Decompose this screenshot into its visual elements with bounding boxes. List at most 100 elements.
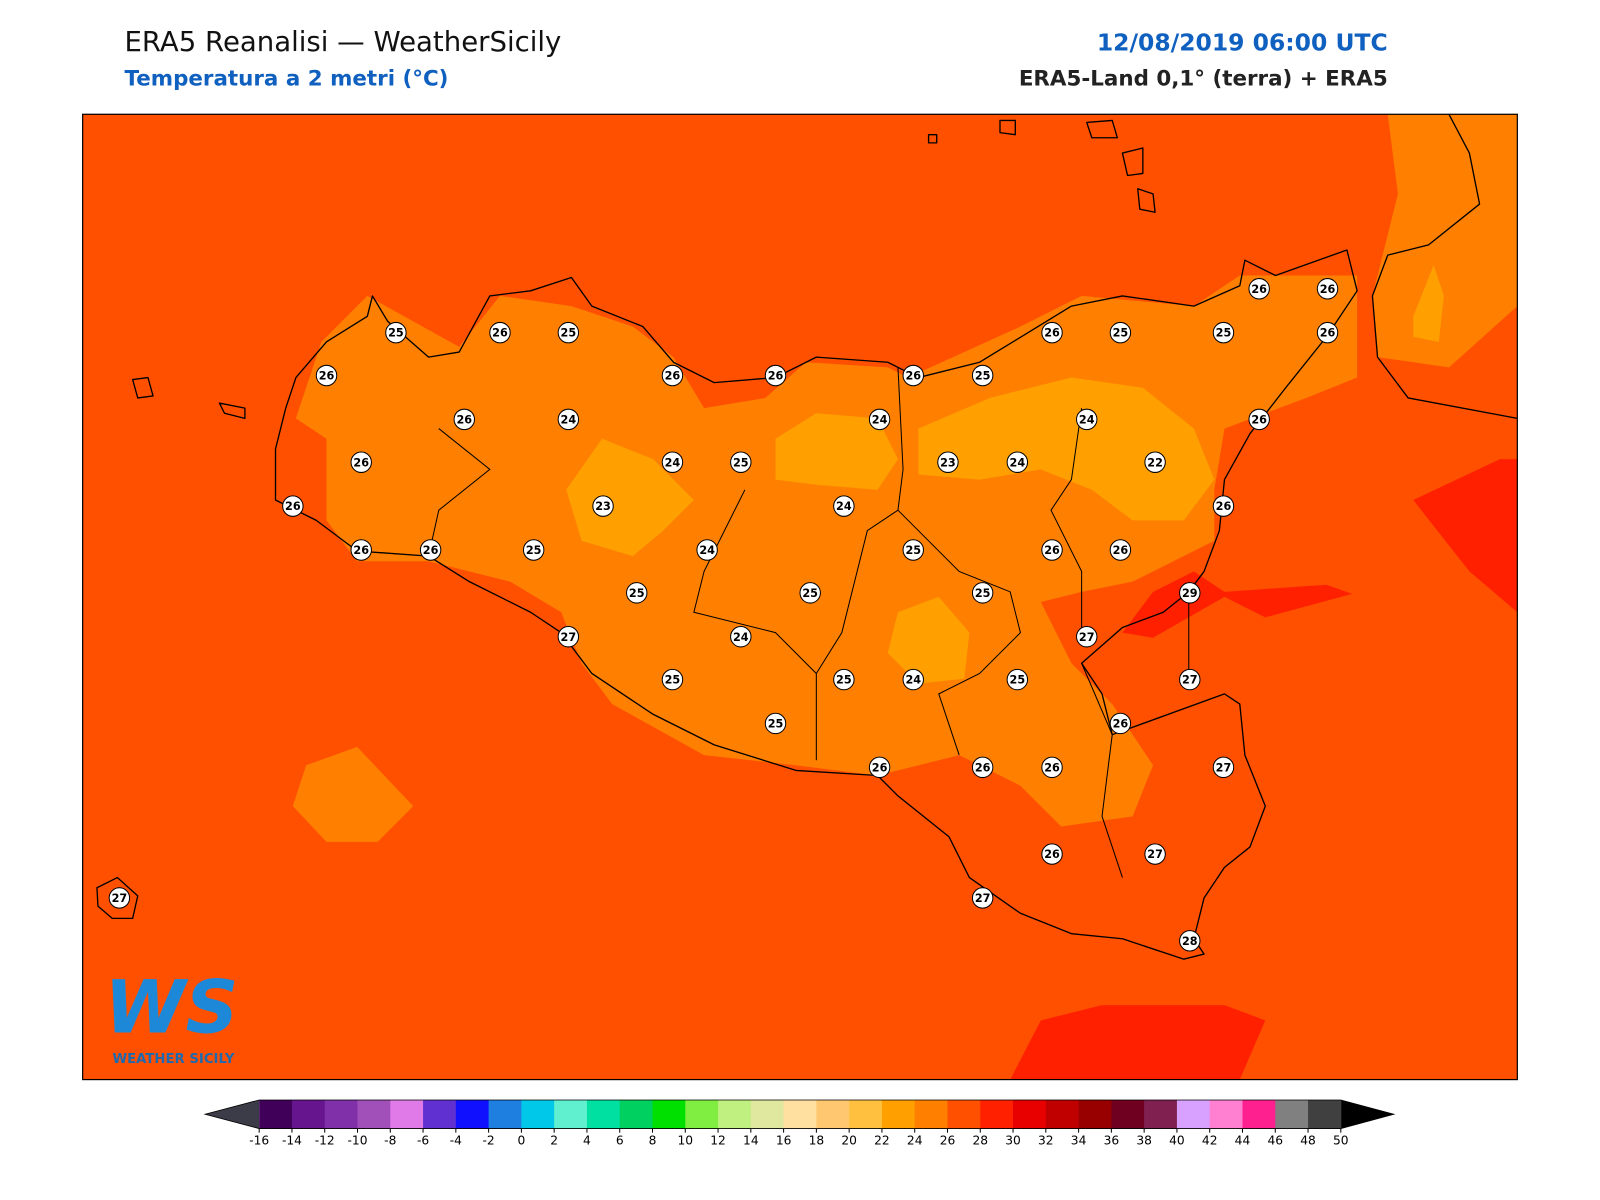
colorbar-tick-label: 2 xyxy=(550,1133,558,1147)
colorbar-segment xyxy=(554,1099,588,1129)
station-value: 26 xyxy=(319,370,335,383)
station-marker xyxy=(1006,668,1029,691)
colorbar-segment xyxy=(521,1099,555,1129)
station-marker xyxy=(1248,278,1270,300)
colorbar-over xyxy=(1340,1099,1394,1129)
station-marker xyxy=(937,451,959,473)
station-marker xyxy=(350,539,372,561)
station-marker xyxy=(730,626,752,648)
station-value: 26 xyxy=(872,761,888,774)
station-marker xyxy=(661,451,684,473)
station-value: 25 xyxy=(733,456,749,469)
station-value: 27 xyxy=(561,631,577,644)
station-value: 27 xyxy=(1216,761,1232,774)
colorbar-segment xyxy=(652,1099,686,1129)
station-value: 25 xyxy=(1216,327,1232,340)
station-marker xyxy=(626,582,648,604)
station-marker xyxy=(833,495,855,517)
station-value: 25 xyxy=(1113,327,1129,340)
station-marker xyxy=(522,539,545,561)
colorbar-tick-label: 20 xyxy=(841,1133,857,1147)
station-value: 26 xyxy=(492,327,508,340)
station-marker xyxy=(1041,321,1063,344)
station-value: 25 xyxy=(836,674,852,687)
datetime: 12/08/2019 06:00 UTC xyxy=(1097,28,1388,56)
station-value: 26 xyxy=(1251,413,1267,426)
colorbar-tick-label: 22 xyxy=(874,1133,890,1147)
station-value: 25 xyxy=(388,327,404,340)
colorbar-tick-label: 42 xyxy=(1202,1133,1218,1147)
station-value: 26 xyxy=(1044,761,1060,774)
colorbar-tick-label: -12 xyxy=(315,1133,335,1147)
field-22-24 xyxy=(1413,265,1444,342)
station-marker xyxy=(833,668,855,691)
station-value: 26 xyxy=(975,761,991,774)
colorbar-segment xyxy=(1275,1099,1309,1129)
subtitle: Temperatura a 2 metri (°C) xyxy=(124,67,448,92)
station-marker xyxy=(557,626,580,648)
station-marker xyxy=(592,495,614,517)
station-marker xyxy=(557,408,580,431)
station-value: 27 xyxy=(1147,848,1163,861)
figure-content: ERA5 Reanalisi — WeatherSicily Temperatu… xyxy=(82,26,1518,1147)
station-value: 25 xyxy=(975,587,991,600)
station-value: 26 xyxy=(1216,500,1232,513)
logo: WS WEATHER SICILY xyxy=(104,965,238,1067)
station-value: 26 xyxy=(1113,717,1129,730)
coastline-calabria xyxy=(1371,114,1518,420)
colorbar-tick-label: 32 xyxy=(1038,1133,1054,1147)
colorbar-tick-label: 44 xyxy=(1235,1133,1251,1147)
station-value: 23 xyxy=(940,456,956,469)
colorbar-tick-label: 28 xyxy=(972,1133,988,1147)
logo-text: WEATHER SICILY xyxy=(112,1052,234,1067)
station-value: 24 xyxy=(665,456,681,469)
colorbar-tick-label: -14 xyxy=(282,1133,302,1147)
colorbar-segment xyxy=(1111,1099,1145,1129)
colorbar-tick-label: 8 xyxy=(649,1133,657,1147)
colorbar-segment xyxy=(849,1099,883,1129)
colorbar-tick-label: -8 xyxy=(384,1133,396,1147)
island-pantelleria xyxy=(96,876,139,920)
station-value: 25 xyxy=(1010,674,1026,687)
station-value: 24 xyxy=(1010,456,1026,469)
field-22-24 xyxy=(918,377,1215,521)
station-value: 26 xyxy=(905,370,921,383)
station-value: 26 xyxy=(353,544,369,557)
colorbar-under xyxy=(205,1099,260,1129)
station-marker xyxy=(1144,451,1166,473)
station-value: 26 xyxy=(1044,544,1060,557)
colorbar-segment xyxy=(259,1099,293,1129)
colorbar-segment xyxy=(1176,1099,1211,1129)
station-marker xyxy=(1109,712,1132,735)
colorbar-tick-label: 10 xyxy=(677,1133,693,1147)
colorbar-outline xyxy=(203,1099,1396,1129)
station-value: 26 xyxy=(1044,848,1060,861)
station-marker xyxy=(764,364,787,387)
colorbar-tick-label: 30 xyxy=(1005,1133,1021,1147)
station-marker xyxy=(902,539,924,561)
station-marker xyxy=(902,364,924,387)
station-marker xyxy=(971,887,994,909)
colorbar-segment xyxy=(980,1099,1014,1129)
colorbar-tick-label: 24 xyxy=(907,1133,923,1147)
station-marker xyxy=(1041,539,1063,561)
station-value: 24 xyxy=(872,413,888,426)
station-marker xyxy=(453,408,475,431)
field-22-24 xyxy=(887,596,970,684)
station-value: 25 xyxy=(629,587,645,600)
station-marker xyxy=(1179,582,1201,604)
colorbar-segment xyxy=(1013,1099,1047,1129)
station-marker xyxy=(350,451,372,473)
station-value: 25 xyxy=(526,544,542,557)
station-marker xyxy=(868,408,891,431)
station-marker xyxy=(489,321,511,344)
colorbar-segment xyxy=(324,1099,359,1129)
station-value: 26 xyxy=(456,413,472,426)
field-22-24 xyxy=(775,413,898,490)
station-marker xyxy=(1041,843,1063,865)
colorbar-segment xyxy=(423,1099,457,1129)
station-marker xyxy=(730,451,752,473)
colorbar-tick-label: 50 xyxy=(1333,1133,1349,1147)
colorbar-segment xyxy=(1242,1099,1276,1129)
